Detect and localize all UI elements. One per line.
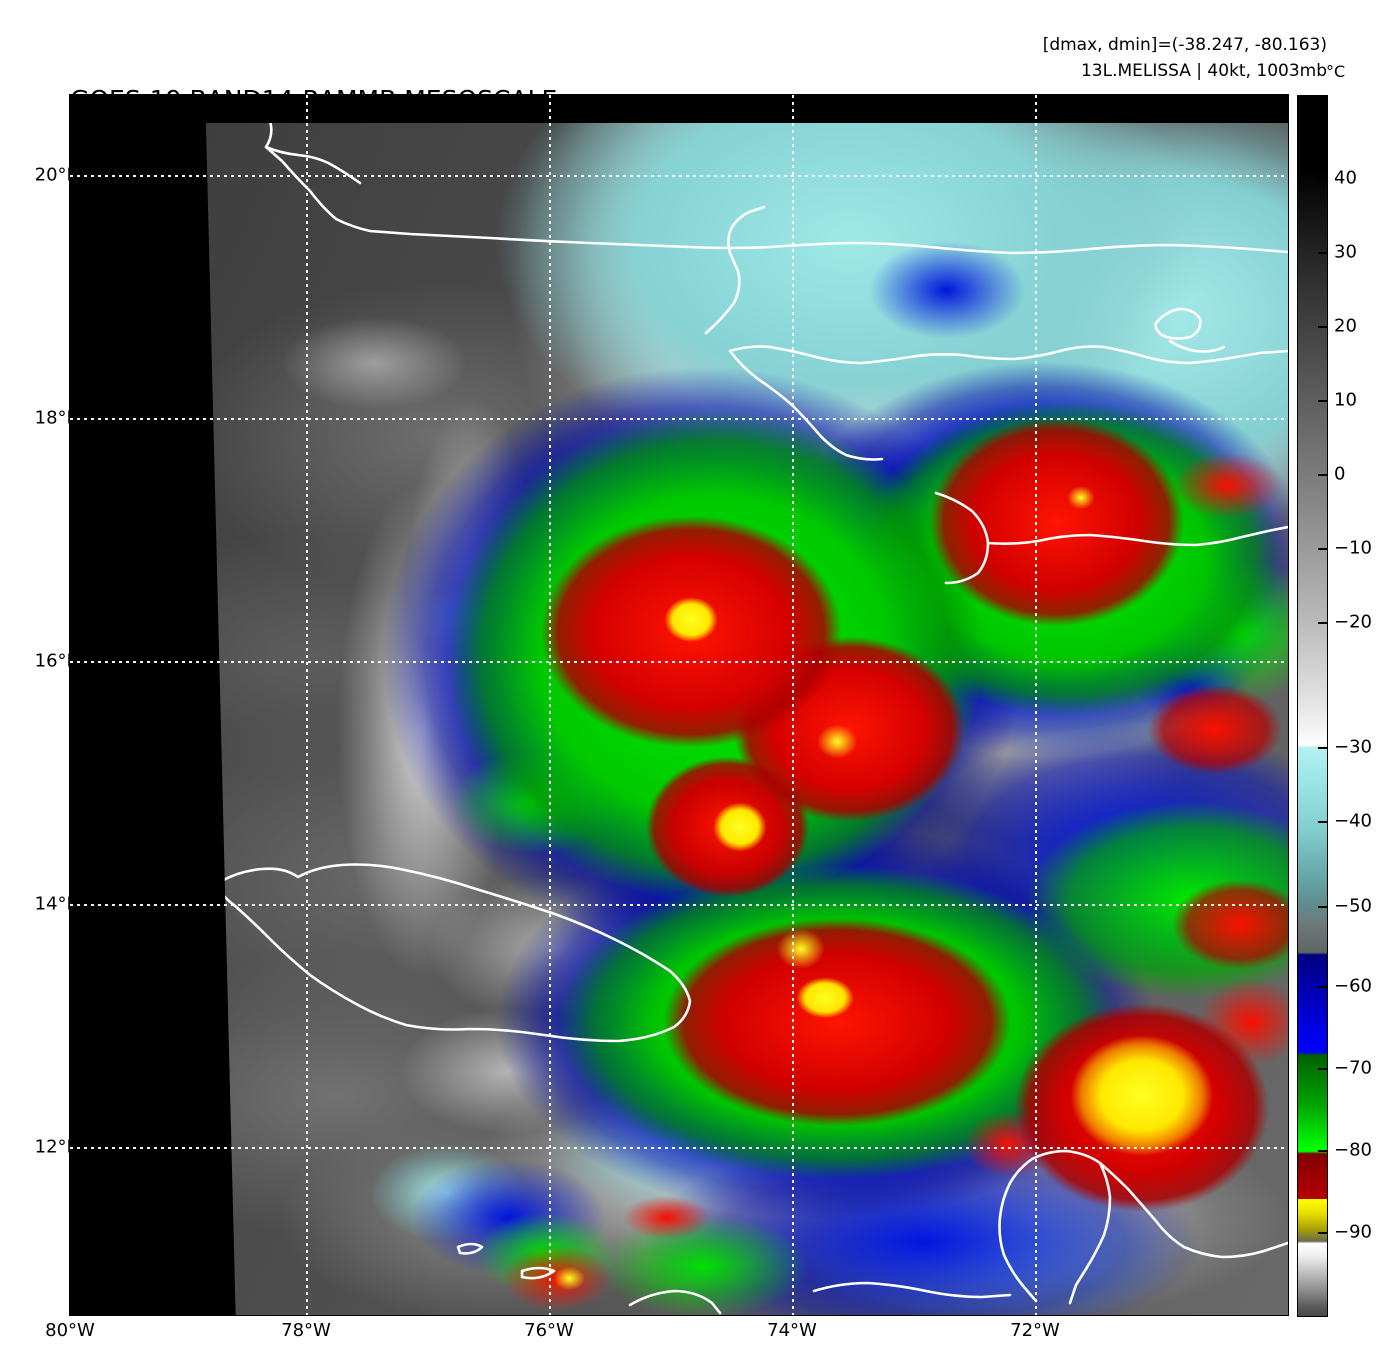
lat-tick-16n: 16°N bbox=[34, 650, 80, 672]
colorbar-tick-m20 bbox=[1318, 622, 1328, 624]
satellite-data-sector bbox=[205, 95, 1288, 1315]
colorbar-label-m20: −20 bbox=[1334, 611, 1372, 633]
yellow-overshooting-tops bbox=[205, 95, 1288, 1315]
colorbar-label-20: 20 bbox=[1334, 315, 1357, 337]
lon-tick-74w: 74°W bbox=[767, 1320, 817, 1341]
gridline-lon-78 bbox=[306, 95, 308, 1315]
colorbar-label-m60: −60 bbox=[1334, 975, 1372, 997]
lat-tick-14n: 14°N bbox=[34, 893, 80, 915]
lon-tick-72w: 72°W bbox=[1010, 1320, 1060, 1341]
temperature-colorbar-lower-segment bbox=[1297, 1199, 1328, 1317]
sector-top-nodata-strip bbox=[70, 95, 1288, 123]
header-metadata-block: [dmax, dmin]=(-38.247, -80.163) 13L.MELI… bbox=[1043, 33, 1327, 84]
gridline-lat-12 bbox=[70, 1147, 1288, 1149]
gridline-lon-74 bbox=[792, 95, 794, 1315]
colorbar-tick-m50 bbox=[1318, 906, 1328, 908]
colorbar-tick-0 bbox=[1318, 474, 1328, 476]
satellite-image-map[interactable]: Copyright © 2020-2025 Dapiya bbox=[70, 95, 1288, 1315]
lat-tick-12n: 12°N bbox=[34, 1136, 80, 1158]
colorbar-tick-m90 bbox=[1318, 1232, 1328, 1234]
gridline-lat-18 bbox=[70, 418, 1288, 420]
gridline-lon-72 bbox=[1035, 95, 1037, 1315]
coastline-overlay bbox=[208, 96, 1288, 1315]
colorbar-label-40: 40 bbox=[1334, 167, 1357, 189]
colorbar-tick-m30 bbox=[1318, 747, 1328, 749]
colorbar-label-m80: −80 bbox=[1334, 1139, 1372, 1161]
colorbar-tick-10 bbox=[1318, 400, 1328, 402]
colorbar-label-0: 0 bbox=[1334, 463, 1346, 485]
lat-tick-18n: 18°N bbox=[34, 407, 80, 429]
lon-tick-78w: 78°W bbox=[281, 1320, 331, 1341]
colorbar-label-m10: −10 bbox=[1334, 537, 1372, 559]
colorbar-label-m50: −50 bbox=[1334, 895, 1372, 917]
colorbar-tick-m80 bbox=[1318, 1150, 1328, 1152]
gridline-lon-76 bbox=[549, 95, 551, 1315]
colorbar-label-10: 10 bbox=[1334, 389, 1357, 411]
colorbar-label-30: 30 bbox=[1334, 241, 1357, 263]
colorbar-label-m70: −70 bbox=[1334, 1057, 1372, 1079]
storm-info-label: 13L.MELISSA | 40kt, 1003mb bbox=[1080, 60, 1327, 81]
colorbar-tick-30 bbox=[1318, 252, 1328, 254]
colorbar-label-m90: −90 bbox=[1334, 1221, 1372, 1243]
colorbar-tick-m40 bbox=[1318, 821, 1328, 823]
colorbar-label-m30: −30 bbox=[1334, 736, 1372, 758]
lon-tick-76w: 76°W bbox=[524, 1320, 574, 1341]
colorbar-tick-m60 bbox=[1318, 986, 1328, 988]
colorbar-label-m40: −40 bbox=[1334, 810, 1372, 832]
colorbar-tick-20 bbox=[1318, 326, 1328, 328]
data-minmax-label: [dmax, dmin]=(-38.247, -80.163) bbox=[1042, 35, 1327, 55]
colorbar-tick-m70 bbox=[1318, 1068, 1328, 1070]
gridline-lat-16 bbox=[70, 661, 1288, 663]
gridline-lat-20 bbox=[70, 175, 1288, 177]
lat-tick-20n: 20°N bbox=[34, 164, 80, 186]
lon-tick-80w: 80°W bbox=[45, 1320, 95, 1341]
colorbar-unit-label: °C bbox=[1326, 62, 1346, 81]
colorbar-tick-m10 bbox=[1318, 548, 1328, 550]
temperature-colorbar[interactable] bbox=[1297, 95, 1328, 1317]
gridline-lat-14 bbox=[70, 904, 1288, 906]
colorbar-tick-40 bbox=[1318, 178, 1328, 180]
